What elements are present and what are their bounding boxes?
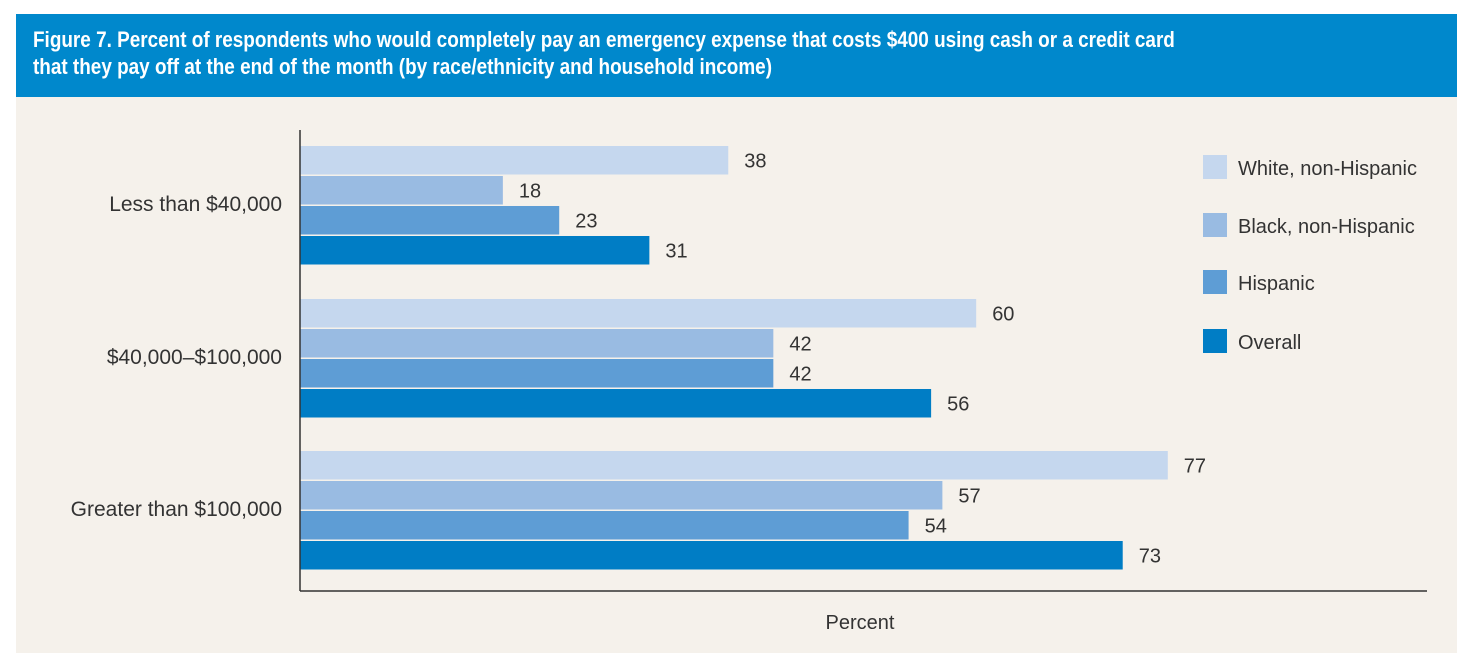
bar-value-label: 77 [1184,455,1206,477]
bar [300,359,774,388]
bar [300,541,1123,570]
bar-value-label: 60 [992,303,1014,325]
legend-swatch [1203,155,1227,179]
bar-value-label: 42 [789,333,811,355]
bar [300,511,909,540]
legend-label: Hispanic [1238,273,1315,295]
bar [300,451,1168,480]
legend-label: Black, non-Hispanic [1238,216,1415,238]
legend-swatch [1203,213,1227,237]
bar-value-label: 73 [1139,545,1161,567]
bar [300,481,943,510]
bar [300,146,729,175]
bar [300,236,650,265]
figure-header: Figure 7. Percent of respondents who wou… [16,14,1457,97]
category-tick-label: $40,000–$100,000 [107,346,282,369]
x-axis-label: Percent [826,612,895,634]
bar-value-label: 57 [958,485,980,507]
legend-label: Overall [1238,332,1301,354]
figure-title-line-2: that they pay off at the end of the mont… [33,54,772,79]
legend-label: White, non-Hispanic [1238,158,1417,180]
bar-value-label: 31 [665,240,687,262]
bar-value-label: 54 [925,515,947,537]
bar-value-label: 18 [519,180,541,202]
legend-swatch [1203,270,1227,294]
bar-value-label: 42 [789,363,811,385]
bar [300,299,977,328]
bar-value-label: 38 [744,150,766,172]
bar [300,329,774,358]
bar [300,206,560,235]
legend-swatch [1203,329,1227,353]
category-tick-label: Less than $40,000 [109,193,282,216]
category-tick-label: Greater than $100,000 [71,498,282,521]
figure-title-line-1: Figure 7. Percent of respondents who wou… [33,27,1175,52]
bar [300,176,503,205]
bar [300,389,932,418]
bar-value-label: 56 [947,393,969,415]
bar-value-label: 23 [575,210,597,232]
